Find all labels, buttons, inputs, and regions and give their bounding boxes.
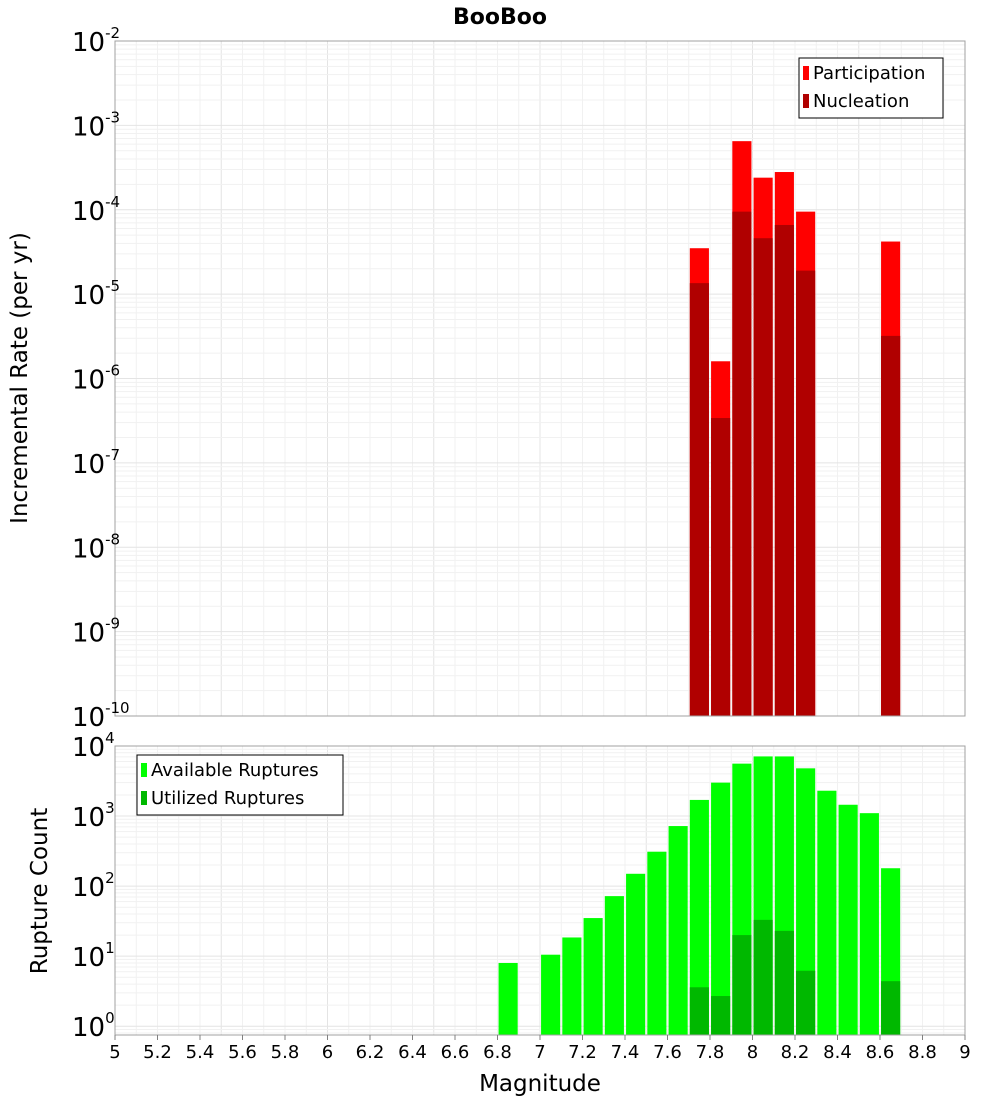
bottom-y-axis-ticks: 100 101 102 103 104 — [72, 729, 115, 1043]
x-tick-label: 6.8 — [483, 1042, 512, 1063]
bottom-y-tick-label: 102 — [72, 869, 115, 903]
top-plot-grid — [114, 41, 966, 717]
top-plot-bars — [689, 141, 901, 717]
bottom-legend: Available Ruptures Utilized Ruptures — [136, 754, 344, 816]
top-legend-label: Nucleation — [813, 91, 909, 112]
top-y-axis-ticks: 10-10 10-9 10-8 10-7 10-6 10-5 10-4 10-3 10-2 — [72, 24, 130, 733]
bottom-bar-available-ruptures — [498, 962, 518, 1035]
top-y-tick-label: 10-6 — [72, 362, 120, 396]
x-tick-label: 7.6 — [653, 1042, 682, 1063]
x-tick-label: 7.2 — [568, 1042, 597, 1063]
x-tick-label: 7.4 — [611, 1042, 640, 1063]
top-y-tick-label: 10-5 — [72, 277, 120, 311]
top-y-tick-label: 10-2 — [72, 24, 120, 58]
x-tick-label: 6.6 — [441, 1042, 470, 1063]
x-tick-label: 8 — [747, 1042, 758, 1063]
top-legend: Participation Nucleation — [798, 57, 944, 119]
chart-title: BooBoo — [453, 5, 547, 30]
top-bar-nucleation — [753, 238, 773, 716]
bottom-y-tick-label: 101 — [72, 939, 115, 973]
x-tick-label: 6.2 — [356, 1042, 385, 1063]
x-tick-label: 5 — [109, 1042, 120, 1063]
x-tick-label: 5.8 — [271, 1042, 300, 1063]
bottom-bar-available-ruptures — [838, 804, 858, 1035]
top-legend-label: Participation — [813, 63, 925, 84]
x-tick-label: 5.4 — [186, 1042, 215, 1063]
bottom-bar-available-ruptures — [689, 799, 709, 1035]
x-tick-label: 8.8 — [908, 1042, 937, 1063]
bottom-y-tick-label: 104 — [72, 729, 115, 763]
top-y-tick-label: 10-9 — [72, 615, 120, 649]
x-tick-label: 6.4 — [398, 1042, 427, 1063]
bottom-y-axis-label: Rupture Count — [27, 808, 53, 974]
top-y-axis-label: Incremental Rate (per yr) — [7, 232, 33, 524]
bottom-bar-available-ruptures — [604, 896, 624, 1035]
top-bar-nucleation — [796, 270, 816, 716]
bottom-bar-available-ruptures — [583, 918, 603, 1035]
top-y-tick-label: 10-8 — [72, 530, 120, 564]
x-tick-label: 7.8 — [696, 1042, 725, 1063]
x-tick-label: 5.2 — [143, 1042, 172, 1063]
bottom-bar-utilized-ruptures — [732, 935, 752, 1035]
x-tick-label: 8.6 — [866, 1042, 895, 1063]
bottom-bar-utilized-ruptures — [796, 970, 816, 1035]
bottom-bar-utilized-ruptures — [774, 930, 794, 1035]
top-y-tick-label: 10-7 — [72, 446, 120, 480]
top-bar-nucleation — [881, 335, 901, 716]
bottom-bar-utilized-ruptures — [711, 996, 731, 1035]
bottom-bar-available-ruptures — [668, 826, 688, 1035]
top-bar-nucleation — [689, 283, 709, 716]
bottom-legend-box — [136, 754, 344, 816]
top-y-tick-label: 10-4 — [72, 193, 120, 227]
x-tick-label: 5.6 — [228, 1042, 257, 1063]
x-tick-label: 8.4 — [823, 1042, 852, 1063]
top-bar-nucleation — [774, 224, 794, 716]
bottom-bar-utilized-ruptures — [881, 981, 901, 1035]
x-tick-label: 8.2 — [781, 1042, 810, 1063]
x-tick-label: 9 — [959, 1042, 970, 1063]
bottom-bar-available-ruptures — [859, 813, 879, 1035]
bottom-y-tick-label: 100 — [72, 1009, 115, 1043]
top-plot-frame — [114, 40, 966, 717]
bottom-legend-label: Available Ruptures — [151, 760, 319, 781]
x-tick-label: 6 — [322, 1042, 333, 1063]
bottom-bar-available-ruptures — [541, 954, 561, 1035]
bottom-bar-available-ruptures — [796, 768, 816, 1035]
top-bar-nucleation — [732, 211, 752, 716]
bottom-legend-label: Utilized Ruptures — [151, 788, 304, 809]
bottom-bar-available-ruptures — [562, 937, 582, 1035]
top-legend-box — [798, 57, 944, 119]
x-tick-label: 7 — [534, 1042, 545, 1063]
bottom-legend-swatch — [141, 791, 147, 805]
bottom-y-tick-label: 103 — [72, 799, 115, 833]
bottom-bar-available-ruptures — [647, 851, 667, 1035]
bottom-plot-bars — [498, 756, 901, 1035]
top-y-tick-label: 10-10 — [72, 699, 130, 733]
bottom-bar-available-ruptures — [817, 790, 837, 1035]
bottom-bar-available-ruptures — [711, 782, 731, 1035]
top-legend-swatch — [803, 94, 809, 108]
bottom-legend-swatch — [141, 763, 147, 777]
x-axis-label: Magnitude — [479, 1071, 601, 1097]
x-axis-ticks: 5 5.2 5.4 5.6 5.8 6 6.2 6.4 6.6 6.8 7 7.2 7.4 7.6 7.8 8… — [109, 1035, 971, 1063]
top-bar-nucleation — [711, 418, 731, 716]
top-y-tick-label: 10-3 — [72, 108, 120, 142]
top-legend-swatch — [803, 66, 809, 80]
bottom-bar-available-ruptures — [626, 873, 646, 1035]
bottom-bar-utilized-ruptures — [689, 987, 709, 1035]
bottom-bar-utilized-ruptures — [753, 919, 773, 1035]
